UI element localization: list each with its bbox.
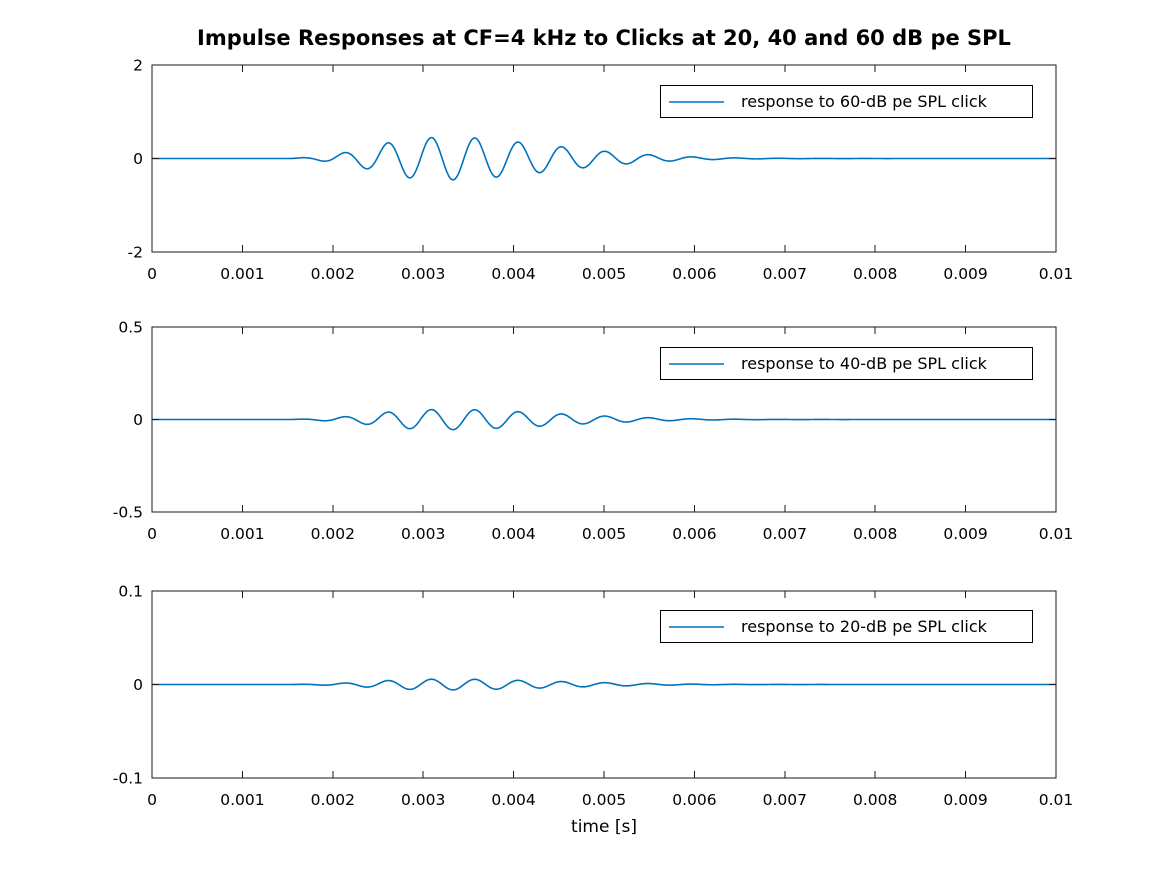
legend-label-20db: response to 20-dB pe SPL click <box>741 617 987 636</box>
svg-text:0.007: 0.007 <box>763 265 807 283</box>
legend-line-sample-40db <box>669 362 724 365</box>
svg-text:0.001: 0.001 <box>220 525 264 543</box>
svg-text:0.004: 0.004 <box>491 525 535 543</box>
svg-text:0.5: 0.5 <box>118 319 143 337</box>
svg-text:0.01: 0.01 <box>1039 791 1074 809</box>
svg-text:-0.5: -0.5 <box>113 504 143 522</box>
svg-text:0.006: 0.006 <box>672 791 716 809</box>
svg-text:0.008: 0.008 <box>853 525 897 543</box>
svg-text:0.007: 0.007 <box>763 525 807 543</box>
svg-text:0.005: 0.005 <box>582 791 626 809</box>
svg-text:-0.1: -0.1 <box>113 770 143 788</box>
svg-text:0.005: 0.005 <box>582 525 626 543</box>
svg-text:0.009: 0.009 <box>943 265 987 283</box>
svg-text:0.01: 0.01 <box>1039 525 1074 543</box>
svg-text:0.003: 0.003 <box>401 791 445 809</box>
svg-text:0: 0 <box>133 150 143 168</box>
legend-label-40db: response to 40-dB pe SPL click <box>741 354 987 373</box>
svg-text:0.005: 0.005 <box>582 265 626 283</box>
svg-text:0.008: 0.008 <box>853 265 897 283</box>
svg-text:2: 2 <box>133 57 143 75</box>
svg-text:0.002: 0.002 <box>311 791 355 809</box>
svg-text:0: 0 <box>147 791 157 809</box>
svg-text:0.009: 0.009 <box>943 791 987 809</box>
legend-20db: response to 20-dB pe SPL click <box>660 610 1033 643</box>
svg-text:0.004: 0.004 <box>491 265 535 283</box>
svg-text:-2: -2 <box>128 244 143 262</box>
time-axis-label: time [s] <box>571 817 637 837</box>
svg-text:0.002: 0.002 <box>311 525 355 543</box>
svg-text:0.003: 0.003 <box>401 265 445 283</box>
svg-text:0: 0 <box>133 676 143 694</box>
svg-text:0.003: 0.003 <box>401 525 445 543</box>
legend-40db: response to 40-dB pe SPL click <box>660 347 1033 380</box>
svg-text:0: 0 <box>147 525 157 543</box>
svg-text:0.006: 0.006 <box>672 265 716 283</box>
svg-text:0.002: 0.002 <box>311 265 355 283</box>
svg-text:0.008: 0.008 <box>853 791 897 809</box>
svg-text:0.001: 0.001 <box>220 265 264 283</box>
svg-text:0.1: 0.1 <box>118 583 143 601</box>
svg-text:0: 0 <box>133 411 143 429</box>
svg-text:0.009: 0.009 <box>943 525 987 543</box>
svg-text:0.001: 0.001 <box>220 791 264 809</box>
svg-text:0.007: 0.007 <box>763 791 807 809</box>
svg-text:0: 0 <box>147 265 157 283</box>
legend-60db: response to 60-dB pe SPL click <box>660 85 1033 118</box>
figure-title: Impulse Responses at CF=4 kHz to Clicks … <box>197 26 1011 50</box>
legend-label-60db: response to 60-dB pe SPL click <box>741 92 987 111</box>
svg-text:0.01: 0.01 <box>1039 265 1074 283</box>
svg-text:0.006: 0.006 <box>672 525 716 543</box>
legend-line-sample-20db <box>669 625 724 628</box>
svg-text:0.004: 0.004 <box>491 791 535 809</box>
legend-line-sample-60db <box>669 100 724 103</box>
